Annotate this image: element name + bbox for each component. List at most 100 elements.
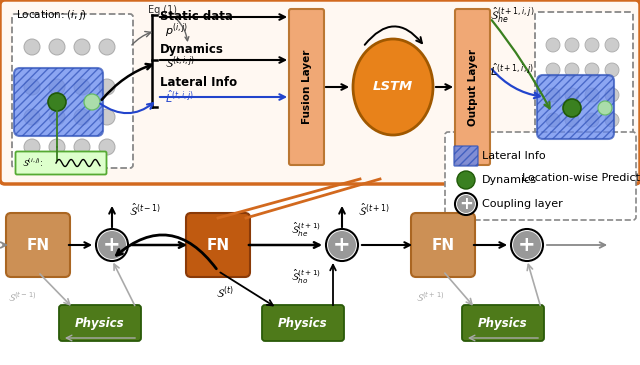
Text: $\mathcal{S}^{(t)}$: $\mathcal{S}^{(t)}$ bbox=[216, 285, 234, 301]
Circle shape bbox=[605, 138, 619, 152]
Circle shape bbox=[326, 229, 358, 261]
Text: $\mathcal{S}^{(t,i,j)}$: $\mathcal{S}^{(t,i,j)}$ bbox=[165, 55, 195, 71]
Circle shape bbox=[99, 139, 115, 155]
FancyBboxPatch shape bbox=[454, 146, 478, 166]
Circle shape bbox=[585, 88, 599, 102]
Text: Location-wise Prediction: Location-wise Prediction bbox=[522, 173, 640, 183]
Circle shape bbox=[546, 113, 560, 127]
Text: $p^{(i,j)}$: $p^{(i,j)}$ bbox=[165, 22, 188, 40]
FancyBboxPatch shape bbox=[262, 305, 344, 341]
FancyBboxPatch shape bbox=[15, 151, 106, 174]
Text: Dynamics: Dynamics bbox=[482, 175, 537, 185]
Circle shape bbox=[605, 88, 619, 102]
FancyBboxPatch shape bbox=[0, 0, 640, 184]
FancyBboxPatch shape bbox=[12, 14, 133, 168]
Circle shape bbox=[99, 109, 115, 125]
FancyBboxPatch shape bbox=[289, 9, 324, 165]
Text: FN: FN bbox=[431, 238, 454, 253]
FancyBboxPatch shape bbox=[14, 68, 103, 136]
Circle shape bbox=[585, 138, 599, 152]
Circle shape bbox=[24, 79, 40, 95]
Circle shape bbox=[565, 38, 579, 52]
Text: Static data: Static data bbox=[160, 11, 233, 23]
Text: +: + bbox=[333, 235, 351, 255]
Circle shape bbox=[24, 109, 40, 125]
Circle shape bbox=[74, 109, 90, 125]
Circle shape bbox=[565, 138, 579, 152]
Circle shape bbox=[48, 93, 66, 111]
Text: FN: FN bbox=[26, 238, 49, 253]
Text: Output Layer: Output Layer bbox=[468, 49, 478, 126]
Text: Dynamics: Dynamics bbox=[160, 42, 224, 55]
Text: $\mathcal{S}^{(t-1)}$: $\mathcal{S}^{(t-1)}$ bbox=[8, 290, 36, 304]
Circle shape bbox=[328, 231, 356, 259]
Text: $\mathcal{S}^{(i,j)}$:: $\mathcal{S}^{(i,j)}$: bbox=[22, 157, 44, 169]
Circle shape bbox=[84, 94, 100, 110]
Circle shape bbox=[546, 88, 560, 102]
Text: $\hat{\mathcal{S}}_{he}^{(t+1,i,j)}$: $\hat{\mathcal{S}}_{he}^{(t+1,i,j)}$ bbox=[490, 5, 534, 25]
Circle shape bbox=[563, 99, 581, 117]
Text: +: + bbox=[518, 235, 536, 255]
Text: Physics: Physics bbox=[75, 316, 125, 330]
Circle shape bbox=[585, 38, 599, 52]
FancyBboxPatch shape bbox=[59, 305, 141, 341]
Text: Fusion Layer: Fusion Layer bbox=[302, 50, 312, 124]
Circle shape bbox=[96, 229, 128, 261]
Text: $\hat{\mathcal{S}}^{(t-1)}$: $\hat{\mathcal{S}}^{(t-1)}$ bbox=[129, 202, 161, 218]
FancyBboxPatch shape bbox=[445, 132, 636, 220]
Circle shape bbox=[565, 113, 579, 127]
Circle shape bbox=[49, 109, 65, 125]
Text: +: + bbox=[459, 195, 473, 213]
Text: $\mathcal{S}^{(t+1)}$: $\mathcal{S}^{(t+1)}$ bbox=[416, 290, 444, 304]
Text: Physics: Physics bbox=[278, 316, 328, 330]
FancyBboxPatch shape bbox=[535, 12, 633, 166]
Text: FN: FN bbox=[207, 238, 230, 253]
Text: Eq.(1): Eq.(1) bbox=[148, 5, 189, 41]
Circle shape bbox=[455, 193, 477, 215]
Text: LSTM: LSTM bbox=[373, 81, 413, 93]
FancyBboxPatch shape bbox=[6, 213, 70, 277]
Circle shape bbox=[98, 231, 126, 259]
Text: Lateral Info: Lateral Info bbox=[482, 151, 546, 161]
Text: $\hat{\mathcal{S}}^{(t+1)}$: $\hat{\mathcal{S}}^{(t+1)}$ bbox=[358, 202, 390, 218]
FancyBboxPatch shape bbox=[462, 305, 544, 341]
Circle shape bbox=[585, 63, 599, 77]
FancyBboxPatch shape bbox=[455, 9, 490, 165]
Text: Physics: Physics bbox=[478, 316, 528, 330]
Circle shape bbox=[605, 63, 619, 77]
Ellipse shape bbox=[353, 39, 433, 135]
Circle shape bbox=[457, 195, 475, 213]
Text: Lateral Info: Lateral Info bbox=[160, 77, 237, 89]
Circle shape bbox=[24, 139, 40, 155]
Circle shape bbox=[546, 138, 560, 152]
Circle shape bbox=[49, 39, 65, 55]
Text: +: + bbox=[103, 235, 121, 255]
Circle shape bbox=[49, 139, 65, 155]
Circle shape bbox=[457, 171, 475, 189]
Circle shape bbox=[546, 63, 560, 77]
Circle shape bbox=[546, 38, 560, 52]
Circle shape bbox=[513, 231, 541, 259]
Text: $\hat{L}^{(t+1,i,j)}$: $\hat{L}^{(t+1,i,j)}$ bbox=[490, 62, 534, 78]
FancyBboxPatch shape bbox=[537, 75, 614, 139]
Circle shape bbox=[598, 101, 612, 115]
Circle shape bbox=[49, 79, 65, 95]
Text: Coupling layer: Coupling layer bbox=[482, 199, 563, 209]
Circle shape bbox=[565, 88, 579, 102]
Circle shape bbox=[74, 139, 90, 155]
Circle shape bbox=[605, 113, 619, 127]
Text: $\hat{\mathcal{S}}_{he}^{(t+1)}$: $\hat{\mathcal{S}}_{he}^{(t+1)}$ bbox=[291, 221, 321, 239]
Circle shape bbox=[99, 79, 115, 95]
Circle shape bbox=[74, 39, 90, 55]
Circle shape bbox=[99, 39, 115, 55]
Circle shape bbox=[24, 39, 40, 55]
FancyBboxPatch shape bbox=[411, 213, 475, 277]
Circle shape bbox=[565, 63, 579, 77]
Text: $\hat{\mathcal{S}}_{ho}^{(t+1)}$: $\hat{\mathcal{S}}_{ho}^{(t+1)}$ bbox=[291, 268, 321, 286]
FancyBboxPatch shape bbox=[186, 213, 250, 277]
Text: Location: $(i,j)$: Location: $(i,j)$ bbox=[16, 8, 87, 22]
Circle shape bbox=[585, 113, 599, 127]
Circle shape bbox=[74, 79, 90, 95]
Text: $\hat{L}^{(t,i,j)}$: $\hat{L}^{(t,i,j)}$ bbox=[165, 89, 194, 105]
Circle shape bbox=[511, 229, 543, 261]
